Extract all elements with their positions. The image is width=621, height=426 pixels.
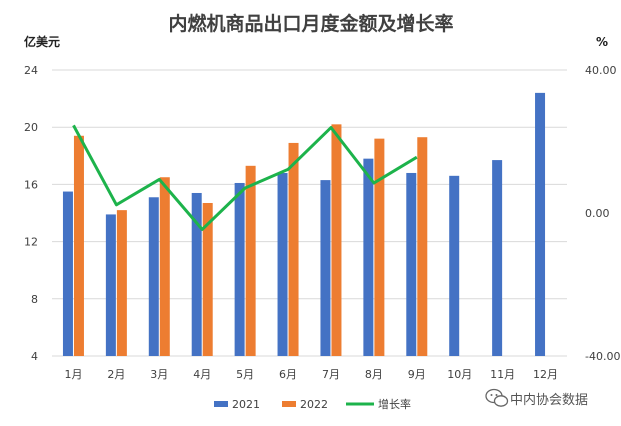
bar-2021: [105, 214, 116, 356]
x-tick-label: 2月: [107, 368, 125, 381]
y-left-tick-label: 20: [24, 121, 38, 134]
y-right-tick-label: 0.00: [585, 207, 610, 220]
bar-2022: [73, 135, 84, 356]
y-left-tick-label: 8: [31, 293, 38, 306]
bar-2022: [288, 142, 299, 356]
gridlines: [52, 69, 567, 357]
x-ticks: 1月 2月 3月 4月 5月 6月 7月 8月 9月 10月 11月 12月: [64, 368, 558, 381]
watermark-text: 中内协会数据: [510, 392, 588, 408]
bar-2021: [406, 172, 417, 356]
legend-label-2021: 2021: [232, 398, 260, 411]
legend: 2021 2022 增长率: [214, 397, 411, 411]
x-tick-label: 12月: [533, 368, 558, 381]
x-tick-label: 5月: [236, 368, 254, 381]
bar-2021: [320, 180, 331, 356]
y-left-tick-label: 24: [24, 64, 38, 77]
legend-swatch-2022: [282, 401, 296, 407]
bar-2022: [116, 210, 127, 356]
bar-2021: [492, 160, 503, 356]
y-ticks: 4 8 12 16 20 24 -40.00 0.00 40.00: [24, 64, 620, 363]
y-left-tick-label: 12: [24, 236, 38, 249]
bar-2021: [148, 197, 159, 356]
x-tick-label: 9月: [408, 368, 426, 381]
y-right-tick-label: -40.00: [585, 350, 620, 363]
y-left-unit-label: 亿美元: [24, 34, 60, 49]
chart-title: 内燃机商品出口月度金额及增长率: [168, 12, 453, 35]
bar-2022: [245, 165, 256, 356]
wechat-icon: [485, 388, 509, 407]
bar-2021: [449, 175, 460, 356]
growth-line: [72, 124, 418, 231]
bar-2021: [62, 191, 73, 356]
bar-2021: [234, 182, 245, 356]
y-right-unit-label: %: [596, 35, 608, 49]
x-tick-label: 4月: [193, 368, 211, 381]
legend-label-growth: 增长率: [378, 397, 411, 411]
x-tick-label: 7月: [322, 368, 340, 381]
y-right-tick-label: 40.00: [585, 64, 617, 77]
x-tick-label: 6月: [279, 368, 297, 381]
legend-label-2022: 2022: [300, 398, 328, 411]
bar-2022: [374, 138, 385, 356]
bar-2022: [202, 202, 213, 356]
legend-swatch-2021: [214, 401, 228, 407]
bar-2021: [535, 92, 546, 356]
bar-2021: [191, 192, 202, 356]
bar-2022: [417, 137, 428, 356]
x-tick-label: 3月: [150, 368, 168, 381]
bar-2021: [363, 158, 374, 356]
bars-group: [62, 92, 546, 356]
bar-2021: [277, 172, 288, 356]
bar-2022: [331, 124, 342, 356]
x-tick-label: 11月: [490, 368, 515, 381]
bar-2022: [159, 177, 170, 356]
y-left-tick-label: 4: [31, 350, 38, 363]
x-tick-label: 8月: [365, 368, 383, 381]
y-left-tick-label: 16: [24, 178, 38, 191]
x-tick-label: 10月: [447, 368, 472, 381]
x-tick-label: 1月: [64, 368, 82, 381]
watermark: 中内协会数据: [485, 388, 588, 408]
growth-line-group: [72, 124, 418, 231]
